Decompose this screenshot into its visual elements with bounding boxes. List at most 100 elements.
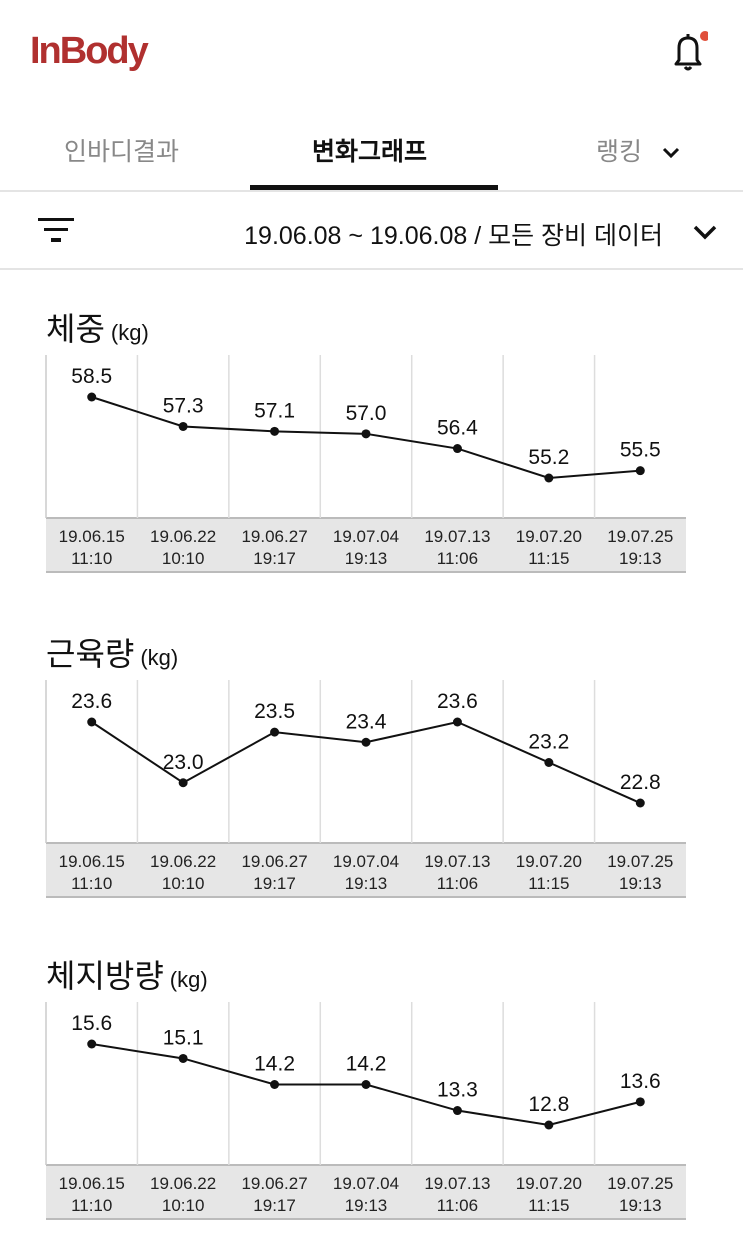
data-point: [361, 429, 371, 439]
x-tick-label: 19.07.25: [607, 1174, 673, 1193]
chart-title-text: 근육량: [46, 636, 135, 672]
chart-unit: (kg): [110, 320, 149, 345]
data-point: [361, 737, 371, 747]
x-tick-label: 11:15: [528, 549, 569, 568]
x-tick-label: 19.07.04: [333, 852, 399, 871]
x-tick-label: 19:13: [345, 1196, 388, 1215]
chart-2: 근육량 (kg) 23.6 19.06.15 11:10 23.0 19.06.22 10:1…: [0, 615, 743, 905]
data-point: [452, 444, 462, 454]
data-point: [361, 1080, 371, 1089]
date-range-label[interactable]: 19.06.08 ~ 19.06.08 / 모든 장비 데이터: [244, 222, 663, 250]
x-tick-label: 11:06: [437, 1196, 478, 1215]
tab-change-graph[interactable]: 변화그래프: [312, 138, 428, 166]
data-point: [544, 758, 554, 767]
data-label: 23.0: [163, 751, 204, 774]
tab-ranking[interactable]: 랭킹: [596, 132, 681, 168]
x-tick-label: 19.07.13: [424, 527, 490, 546]
tab-inbody-result[interactable]: 인바디결과: [64, 138, 180, 166]
data-label: 57.0: [346, 402, 387, 425]
x-tick-label: 11:15: [528, 1196, 569, 1215]
data-point: [544, 1120, 554, 1130]
x-tick-label: 11:10: [71, 1196, 112, 1215]
data-label: 15.1: [163, 1026, 204, 1049]
filter-bar[interactable]: 19.06.08 ~ 19.06.08 / 모든 장비 데이터: [0, 194, 743, 270]
data-point: [544, 473, 554, 483]
chevron-down-icon[interactable]: [692, 224, 718, 242]
data-point: [635, 1097, 645, 1107]
data-label: 55.2: [528, 446, 569, 469]
data-point: [270, 727, 280, 737]
x-tick-label: 10:10: [162, 1196, 205, 1215]
x-tick-label: 19.06.27: [241, 527, 307, 546]
data-label: 23.2: [528, 731, 569, 754]
data-point: [178, 778, 188, 788]
inbody-logo: InBody: [30, 30, 149, 72]
x-tick-label: 19.07.13: [424, 1174, 490, 1193]
x-tick-label: 19.06.15: [59, 1174, 125, 1193]
x-tick-label: 19.07.20: [516, 527, 582, 546]
x-tick-label: 11:10: [71, 874, 112, 893]
active-tab-indicator: [250, 185, 498, 190]
chevron-down-icon: [662, 147, 680, 159]
data-label: 56.4: [437, 417, 478, 440]
x-tick-label: 11:06: [437, 549, 478, 568]
x-tick-label: 19.06.15: [59, 852, 125, 871]
tab-bar: 인바디결과 변화그래프 랭킹: [0, 112, 743, 192]
data-label: 12.8: [528, 1093, 569, 1116]
data-point: [87, 392, 97, 402]
x-tick-label: 19.06.22: [150, 527, 216, 546]
data-label: 23.5: [254, 700, 295, 723]
x-tick-label: 19.06.22: [150, 1174, 216, 1193]
x-tick-label: 19.07.20: [516, 1174, 582, 1193]
chart-3: 체지방량 (kg) 15.6 19.06.15 11:10 15.1 19.06.22 10:…: [0, 937, 743, 1227]
data-label: 55.5: [620, 439, 661, 462]
data-label: 57.3: [163, 394, 204, 417]
x-tick-label: 11:06: [437, 874, 478, 893]
x-tick-label: 10:10: [162, 874, 205, 893]
x-tick-label: 19.06.15: [59, 527, 125, 546]
chart-unit: (kg): [140, 645, 179, 670]
data-label: 14.2: [346, 1053, 387, 1076]
data-label: 58.5: [71, 365, 112, 388]
chart-title: 체중 (kg): [46, 304, 149, 350]
filter-icon[interactable]: [38, 218, 74, 244]
x-tick-label: 11:10: [71, 549, 112, 568]
chart-title: 체지방량 (kg): [46, 951, 208, 997]
bell-icon[interactable]: [668, 30, 710, 74]
line-chart: 58.5 19.06.15 11:10 57.3 19.06.22 10:10 57.1 19…: [45, 355, 686, 573]
x-axis-band: [46, 843, 686, 897]
data-label: 15.6: [71, 1012, 112, 1035]
x-tick-label: 19:17: [253, 1196, 296, 1215]
x-tick-label: 19.06.27: [241, 852, 307, 871]
data-point: [87, 717, 97, 727]
x-tick-label: 19.07.04: [333, 1174, 399, 1193]
x-axis-band: [46, 518, 686, 572]
data-point: [635, 466, 645, 476]
line-chart: 23.6 19.06.15 11:10 23.0 19.06.22 10:10 23.5 19…: [45, 680, 686, 898]
x-tick-label: 19.07.04: [333, 527, 399, 546]
data-point: [270, 1080, 280, 1089]
x-tick-label: 10:10: [162, 549, 205, 568]
x-tick-label: 19:13: [345, 874, 388, 893]
x-tick-label: 19:13: [619, 1196, 662, 1215]
x-tick-label: 11:15: [528, 874, 569, 893]
chart-title: 근육량 (kg): [46, 629, 178, 675]
x-tick-label: 19:13: [345, 549, 388, 568]
data-label: 23.6: [437, 690, 478, 713]
data-point: [178, 421, 188, 431]
data-label: 57.1: [254, 399, 295, 422]
data-label: 14.2: [254, 1053, 295, 1076]
tab-ranking-label: 랭킹: [596, 138, 643, 166]
x-tick-label: 19:13: [619, 874, 662, 893]
data-point: [270, 426, 280, 436]
chart-title-text: 체지방량: [46, 958, 164, 994]
notification-dot: [700, 31, 710, 41]
data-label: 23.4: [346, 710, 387, 733]
data-label: 23.6: [71, 690, 112, 713]
data-label: 22.8: [620, 771, 661, 794]
x-tick-label: 19:17: [253, 874, 296, 893]
x-tick-label: 19:17: [253, 549, 296, 568]
chart-1: 체중 (kg) 58.5 19.06.15 11:10 57.3 19.06.22 10:10…: [0, 290, 743, 580]
x-tick-label: 19.06.27: [241, 1174, 307, 1193]
data-label: 13.6: [620, 1070, 661, 1093]
